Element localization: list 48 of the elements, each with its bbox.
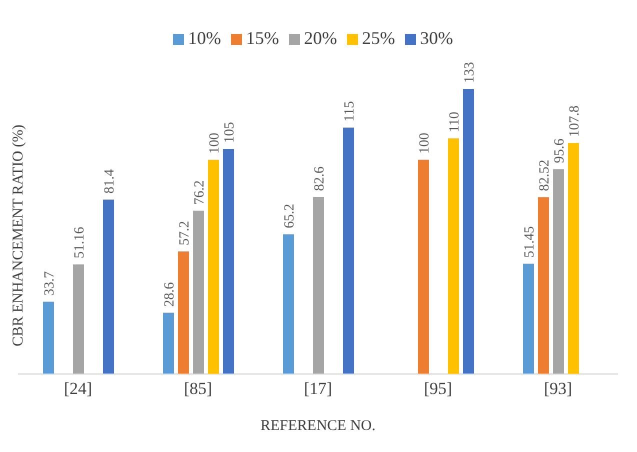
data-label: 115 bbox=[342, 101, 358, 122]
x-tick-label: [17] bbox=[304, 379, 332, 398]
bar bbox=[283, 234, 294, 374]
legend-label: 30% bbox=[420, 28, 453, 48]
bar bbox=[73, 264, 84, 374]
bar bbox=[193, 210, 204, 374]
bar bbox=[313, 197, 324, 374]
legend-label: 10% bbox=[188, 28, 221, 48]
bar bbox=[418, 160, 429, 374]
data-label: 105 bbox=[222, 122, 238, 143]
bar bbox=[538, 197, 549, 374]
data-label: 107.8 bbox=[568, 106, 582, 137]
legend-label: 20% bbox=[304, 28, 337, 48]
data-label: 81.4 bbox=[102, 169, 118, 194]
bar bbox=[448, 138, 459, 374]
bar bbox=[223, 149, 234, 374]
y-axis-title: CBR ENHANCEMENT RATIO (%) bbox=[10, 124, 28, 346]
data-label: 95.6 bbox=[552, 138, 568, 164]
x-tick-label: [85] bbox=[184, 379, 212, 398]
data-label: 28.6 bbox=[162, 282, 178, 307]
bar bbox=[163, 312, 174, 374]
x-tick-label: [24] bbox=[64, 379, 92, 398]
data-label: 100 bbox=[208, 132, 222, 154]
data-label: 133 bbox=[462, 62, 478, 83]
bar bbox=[523, 264, 534, 374]
data-label: 100 bbox=[418, 132, 432, 154]
data-label: 82.52 bbox=[538, 160, 552, 192]
data-label: 33.7 bbox=[42, 271, 58, 296]
legend-label: 25% bbox=[362, 28, 395, 48]
bar bbox=[43, 302, 54, 374]
data-label: 51.45 bbox=[522, 226, 538, 258]
data-label: 110 bbox=[448, 112, 462, 132]
bar bbox=[568, 143, 579, 374]
data-label: 51.16 bbox=[72, 226, 88, 258]
data-label: 76.2 bbox=[192, 180, 208, 205]
x-tick-label: [93] bbox=[544, 379, 572, 398]
bar bbox=[343, 128, 354, 374]
bar bbox=[208, 160, 219, 374]
x-axis-title: REFERENCE NO. bbox=[260, 418, 376, 434]
data-label: 57.2 bbox=[178, 220, 192, 246]
bar bbox=[463, 89, 474, 374]
data-label: 65.2 bbox=[282, 204, 298, 228]
data-label: 82.6 bbox=[312, 166, 328, 191]
bar bbox=[103, 200, 114, 374]
legend-label: 15% bbox=[246, 28, 279, 48]
x-tick-label: [95] bbox=[424, 379, 452, 398]
bar bbox=[553, 169, 564, 374]
bar bbox=[178, 251, 189, 374]
